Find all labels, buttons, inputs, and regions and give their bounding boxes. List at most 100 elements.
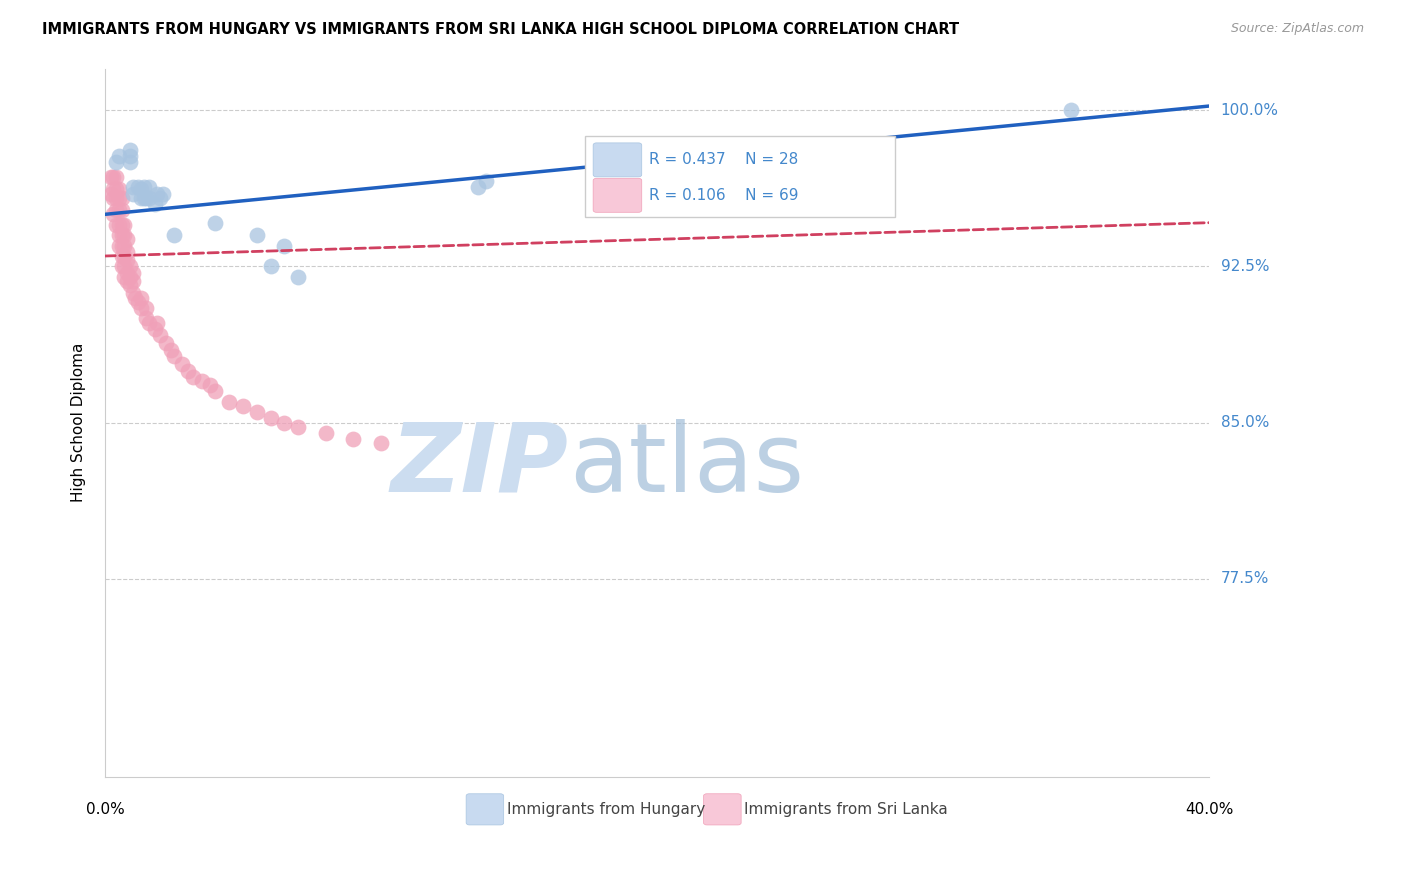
Point — [118, 269, 141, 284]
Point — [124, 291, 146, 305]
Point — [105, 169, 128, 184]
Point — [118, 155, 141, 169]
Point — [112, 269, 135, 284]
Point — [121, 266, 143, 280]
Point — [152, 186, 174, 201]
Point — [163, 228, 186, 243]
Point — [198, 378, 221, 392]
Point — [118, 143, 141, 157]
Point — [115, 274, 138, 288]
Point — [135, 311, 157, 326]
Point — [149, 191, 172, 205]
Point — [135, 301, 157, 315]
Point — [273, 416, 295, 430]
Text: 40.0%: 40.0% — [1185, 802, 1233, 817]
Point — [103, 207, 125, 221]
Point — [112, 228, 135, 243]
Point — [342, 433, 364, 447]
FancyBboxPatch shape — [703, 794, 741, 825]
Point — [143, 322, 166, 336]
Point — [110, 238, 132, 252]
Point — [103, 182, 125, 196]
Point — [105, 182, 128, 196]
Point — [115, 232, 138, 246]
Point — [121, 186, 143, 201]
Point — [112, 249, 135, 263]
Point — [100, 186, 122, 201]
Point — [118, 149, 141, 163]
FancyBboxPatch shape — [593, 178, 641, 212]
Text: Source: ZipAtlas.com: Source: ZipAtlas.com — [1230, 22, 1364, 36]
Point — [172, 357, 194, 371]
Point — [105, 155, 128, 169]
Point — [204, 216, 226, 230]
Point — [190, 374, 212, 388]
Point — [467, 180, 489, 194]
Point — [107, 191, 129, 205]
Point — [118, 260, 141, 274]
Point — [1060, 103, 1083, 118]
Text: IMMIGRANTS FROM HUNGARY VS IMMIGRANTS FROM SRI LANKA HIGH SCHOOL DIPLOMA CORRELA: IMMIGRANTS FROM HUNGARY VS IMMIGRANTS FR… — [42, 22, 959, 37]
Point — [370, 436, 392, 450]
Point — [246, 405, 269, 419]
Point — [129, 191, 152, 205]
Point — [121, 180, 143, 194]
FancyBboxPatch shape — [467, 794, 503, 825]
Point — [218, 394, 240, 409]
Point — [129, 301, 152, 315]
Point — [112, 260, 135, 274]
Point — [105, 203, 128, 218]
Point — [138, 191, 160, 205]
Text: R = 0.437    N = 28: R = 0.437 N = 28 — [650, 153, 799, 168]
Point — [107, 203, 129, 218]
Point — [135, 191, 157, 205]
Point — [107, 228, 129, 243]
Point — [110, 218, 132, 232]
Point — [163, 349, 186, 363]
Text: 92.5%: 92.5% — [1220, 259, 1270, 274]
Point — [146, 316, 169, 330]
Point — [112, 238, 135, 252]
Point — [100, 169, 122, 184]
Point — [107, 218, 129, 232]
FancyBboxPatch shape — [585, 136, 894, 218]
Point — [204, 384, 226, 399]
Point — [259, 411, 281, 425]
Text: 100.0%: 100.0% — [1220, 103, 1278, 118]
Point — [315, 425, 337, 440]
Text: ZIP: ZIP — [391, 418, 569, 512]
Point — [121, 286, 143, 301]
Point — [146, 186, 169, 201]
Text: R = 0.106    N = 69: R = 0.106 N = 69 — [650, 188, 799, 202]
Point — [115, 266, 138, 280]
Point — [110, 191, 132, 205]
Point — [143, 197, 166, 211]
Point — [127, 294, 149, 309]
Point — [112, 218, 135, 232]
Point — [129, 291, 152, 305]
Point — [105, 191, 128, 205]
Point — [259, 260, 281, 274]
Text: Immigrants from Hungary: Immigrants from Hungary — [508, 802, 706, 817]
Point — [107, 182, 129, 196]
Point — [110, 249, 132, 263]
FancyBboxPatch shape — [593, 143, 641, 177]
Point — [115, 244, 138, 259]
Point — [138, 180, 160, 194]
Point — [129, 182, 152, 196]
Point — [246, 228, 269, 243]
Point — [155, 336, 177, 351]
Text: 0.0%: 0.0% — [86, 802, 124, 817]
Text: atlas: atlas — [569, 418, 804, 512]
Point — [107, 149, 129, 163]
Point — [273, 238, 295, 252]
Point — [110, 203, 132, 218]
Text: 77.5%: 77.5% — [1220, 572, 1268, 586]
Point — [287, 269, 309, 284]
Y-axis label: High School Diploma: High School Diploma — [72, 343, 86, 502]
Point — [132, 191, 155, 205]
Point — [149, 328, 172, 343]
Point — [121, 274, 143, 288]
Point — [132, 180, 155, 194]
Point — [103, 191, 125, 205]
